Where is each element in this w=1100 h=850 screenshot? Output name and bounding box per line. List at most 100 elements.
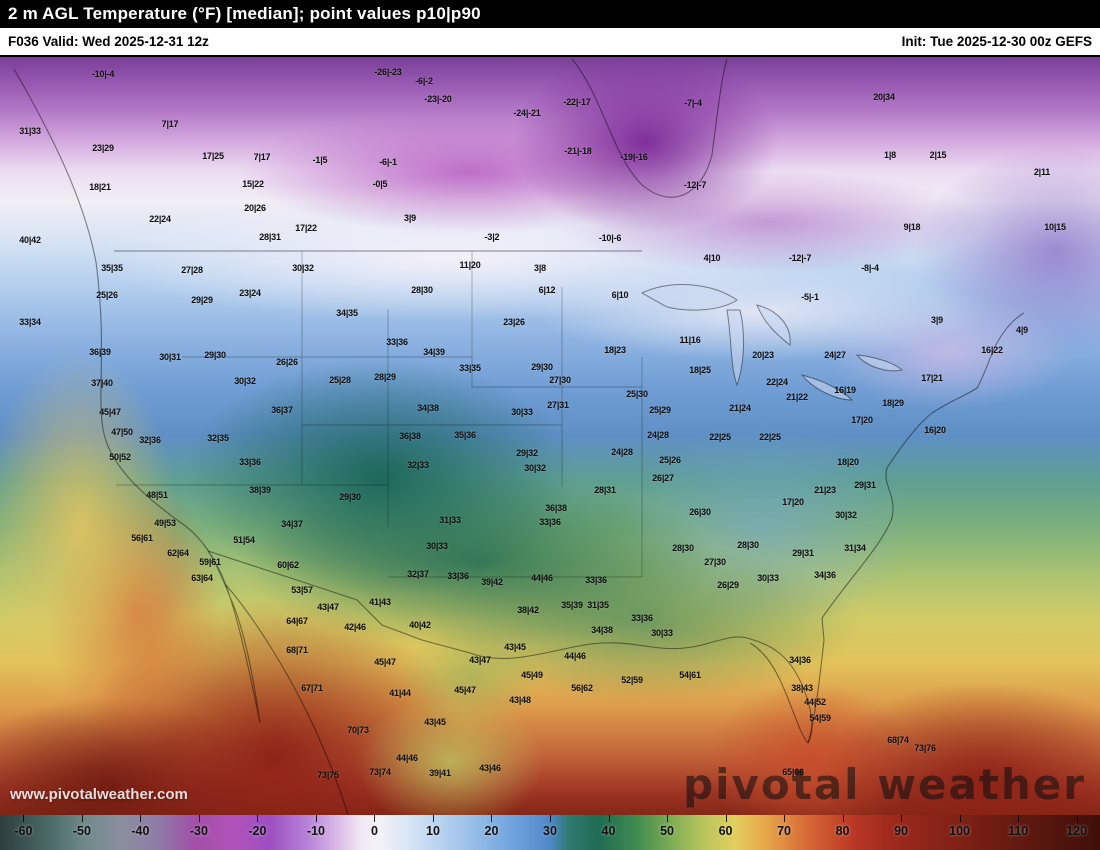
colorbar-tick-label: -40 — [131, 824, 150, 838]
point-value: 22|25 — [709, 432, 731, 442]
point-value: 30|32 — [234, 376, 256, 386]
lake-huron — [756, 304, 791, 346]
point-value: 45|49 — [521, 670, 543, 680]
point-value: 22|24 — [149, 214, 171, 224]
point-value: 25|26 — [96, 290, 118, 300]
point-value: 11|20 — [459, 260, 481, 270]
point-value: 18|23 — [604, 345, 626, 355]
colorbar-tick-label: 10 — [426, 824, 440, 838]
point-value: -1|5 — [312, 155, 328, 165]
point-value: -12|-7 — [683, 180, 707, 190]
temperature-map: -10|-4 -26|-23 -6|-2 -23|-20 -24|-21 -22|-17 -… — [0, 57, 1100, 815]
point-value: 67|71 — [301, 683, 323, 693]
point-value: -6|-2 — [415, 76, 433, 86]
point-value: 21|22 — [786, 392, 808, 402]
colorbar-tick — [784, 815, 786, 822]
point-value: 43|45 — [424, 717, 446, 727]
colorbar-tick-label: -10 — [306, 824, 325, 838]
point-value: 34|39 — [423, 347, 445, 357]
colorbar-tick — [550, 815, 551, 822]
point-value: 37|40 — [91, 378, 113, 388]
point-value: 17|25 — [202, 151, 224, 161]
point-value: 56|61 — [131, 533, 153, 543]
geography-outlines — [13, 58, 1025, 815]
coastline-west — [13, 68, 261, 724]
point-value: 26|30 — [689, 507, 711, 517]
colorbar-tick-label: 120 — [1066, 824, 1088, 838]
point-value: 25|28 — [329, 375, 351, 385]
point-value: 45|47 — [454, 685, 476, 695]
colorbar-tick — [667, 815, 669, 822]
point-value: 34|38 — [417, 403, 439, 413]
point-value: 2|11 — [1033, 167, 1051, 177]
point-value: 33|35 — [459, 363, 481, 373]
point-value: -10|-6 — [598, 233, 622, 243]
point-value: 36|38 — [545, 503, 567, 513]
point-value: 47|50 — [111, 427, 133, 437]
point-value: 18|20 — [837, 457, 859, 467]
point-value: 26|27 — [652, 473, 674, 483]
point-value: 9|18 — [903, 222, 921, 232]
colorbar-tick-label: 80 — [835, 824, 850, 838]
point-value: 51|54 — [233, 535, 255, 545]
point-value: 22|25 — [759, 432, 781, 442]
title-bar: 2 m AGL Temperature (°F) [median]; point… — [0, 0, 1100, 28]
point-value: 39|42 — [481, 577, 503, 587]
point-value: 40|42 — [409, 620, 431, 630]
point-value: -0|5 — [372, 179, 388, 189]
point-value: 54|61 — [679, 670, 701, 680]
point-value: 28|30 — [411, 285, 433, 295]
point-value: 32|36 — [139, 435, 161, 445]
point-value: 26|29 — [717, 580, 739, 590]
point-value: 42|46 — [344, 622, 366, 632]
point-value: 20|26 — [244, 203, 266, 213]
colorbar-tick — [432, 815, 434, 822]
colorbar-tick-label: -30 — [189, 824, 208, 838]
point-value: 29|32 — [516, 448, 538, 458]
colorbar-tick — [257, 815, 259, 822]
point-value: 31|34 — [844, 543, 866, 553]
colorbar-tick-label: 50 — [660, 824, 674, 838]
lake-michigan — [726, 309, 745, 387]
point-value: 30|32 — [835, 510, 857, 520]
point-value: 35|35 — [101, 263, 123, 273]
point-value: 44|46 — [396, 753, 418, 763]
point-value: 53|57 — [291, 585, 313, 595]
point-value: -19|-16 — [620, 152, 648, 162]
coastline-gulf — [469, 636, 813, 744]
point-value: 36|37 — [271, 405, 293, 415]
point-value: 44|46 — [531, 573, 553, 583]
point-value: 28|30 — [672, 543, 694, 553]
point-value: 20|23 — [752, 350, 774, 360]
point-value: 65|66 — [782, 767, 804, 777]
watermark-url: www.pivotalweather.com — [10, 786, 188, 803]
colorbar-tick — [81, 815, 83, 822]
point-value: 25|29 — [649, 405, 671, 415]
point-value: 36|39 — [89, 347, 111, 357]
point-value: 27|30 — [549, 375, 571, 385]
state-borders — [116, 251, 643, 578]
point-value: 34|35 — [336, 308, 358, 318]
colorbar-tick-label: 0 — [370, 824, 378, 838]
colorbar-tick-label: 90 — [894, 824, 909, 838]
point-value: 31|33 — [439, 515, 461, 525]
point-value: 18|25 — [689, 365, 711, 375]
point-value: 30|33 — [426, 541, 448, 551]
point-value: 16|22 — [981, 345, 1003, 355]
point-value: 29|30 — [339, 492, 361, 502]
info-bar: F036 Valid: Wed 2025-12-31 12z Init: Tue… — [0, 28, 1100, 57]
colorbar-tick — [901, 815, 903, 822]
point-value: 38|39 — [249, 485, 271, 495]
point-value: 23|24 — [239, 288, 261, 298]
point-value: 6|10 — [611, 290, 629, 300]
point-value: 56|62 — [571, 683, 593, 693]
point-value: 18|29 — [882, 398, 904, 408]
point-value: 44|46 — [564, 651, 586, 661]
colorbar-tick-label: -20 — [248, 824, 267, 838]
colorbar-tick-label: 40 — [601, 824, 616, 838]
point-value: 3|9 — [931, 315, 943, 325]
point-value: 18|21 — [89, 182, 111, 192]
point-value: 1|8 — [884, 150, 896, 160]
colorbar-tick-label: 100 — [949, 824, 970, 838]
